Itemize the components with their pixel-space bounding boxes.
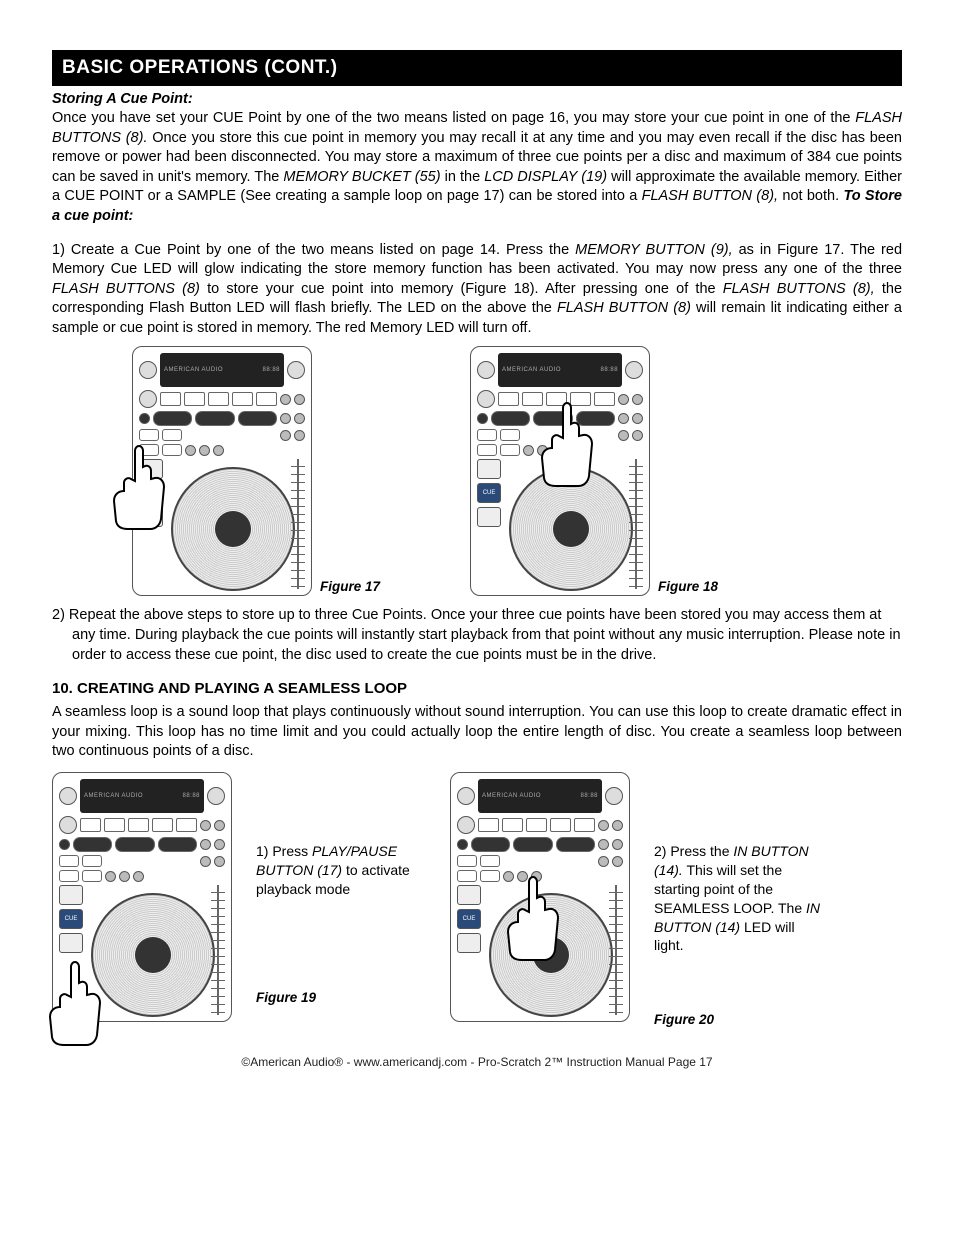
ref-flash-buttons-8: FLASH BUTTONS (8) (52, 281, 200, 297)
ref-flash-buttons-8: FLASH BUTTONS (8), (723, 281, 875, 297)
loop-step-2: 2) Press the IN BUTTON (14). This will s… (654, 772, 824, 1030)
page-footer: ©American Audio® - www.americandj.com - … (52, 1054, 902, 1070)
cue-button: CUE (457, 909, 481, 929)
t: 1) Create a Cue Point by one of the two … (52, 242, 575, 258)
hand-pointer-icon (532, 398, 602, 488)
brand: AMERICAN AUDIO (84, 792, 143, 800)
figure-18-caption: Figure 18 (658, 578, 718, 596)
section-header: BASIC OPERATIONS (CONT.) (52, 50, 902, 86)
t: not both. (782, 188, 843, 204)
hand-pointer-icon (40, 957, 110, 1047)
t: Once you have set your CUE Point by one … (52, 110, 855, 126)
figure-row-2: AMERICAN AUDIO88:88 CUE 1) Press PLAY/PA… (52, 772, 902, 1030)
step-1: 1) Create a Cue Point by one of the two … (52, 241, 902, 339)
ref-flash-button-8: FLASH BUTTON (8), (642, 188, 778, 204)
figure-17-caption: Figure 17 (320, 578, 380, 596)
loop-intro: A seamless loop is a sound loop that pla… (52, 703, 902, 762)
brand: AMERICAN AUDIO (482, 792, 541, 800)
storing-para-1: Once you have set your CUE Point by one … (52, 109, 902, 226)
ref-memory-button: MEMORY BUTTON (9), (575, 242, 733, 258)
t: 1) Press (256, 843, 312, 859)
ref-flash-button-8: FLASH BUTTON (8) (557, 300, 691, 316)
t: in the (445, 169, 485, 185)
figure-18-block: AMERICAN AUDIO88:88 CUE Figure 18 (470, 346, 718, 596)
ref-memory-bucket: MEMORY BUCKET (55) (283, 169, 440, 185)
ref-lcd-display: LCD DISPLAY (19) (484, 169, 607, 185)
t: 2) Press the (654, 843, 733, 859)
hand-pointer-icon (498, 872, 568, 962)
cue-button: CUE (477, 483, 501, 503)
section-10-title: 10. CREATING AND PLAYING A SEAMLESS LOOP (52, 679, 902, 699)
brand: AMERICAN AUDIO (164, 366, 223, 374)
figure-17-block: AMERICAN AUDIO88:88 CUE Figure 17 (132, 346, 380, 596)
cue-button: CUE (59, 909, 83, 929)
brand: AMERICAN AUDIO (502, 366, 561, 374)
hand-pointer-icon (104, 441, 174, 531)
figure-row-1: AMERICAN AUDIO88:88 CUE Figure 17 (52, 346, 902, 596)
t: to store your cue point into memory (Fig… (207, 281, 723, 297)
loop-step-1: 1) Press PLAY/PAUSE BUTTON (17) to activ… (256, 772, 426, 1007)
figure-20-caption: Figure 20 (654, 1011, 824, 1029)
step-2: 2) Repeat the above steps to store up to… (52, 606, 902, 665)
storing-cue-title: Storing A Cue Point: (52, 90, 902, 110)
figure-19-caption: Figure 19 (256, 989, 426, 1007)
